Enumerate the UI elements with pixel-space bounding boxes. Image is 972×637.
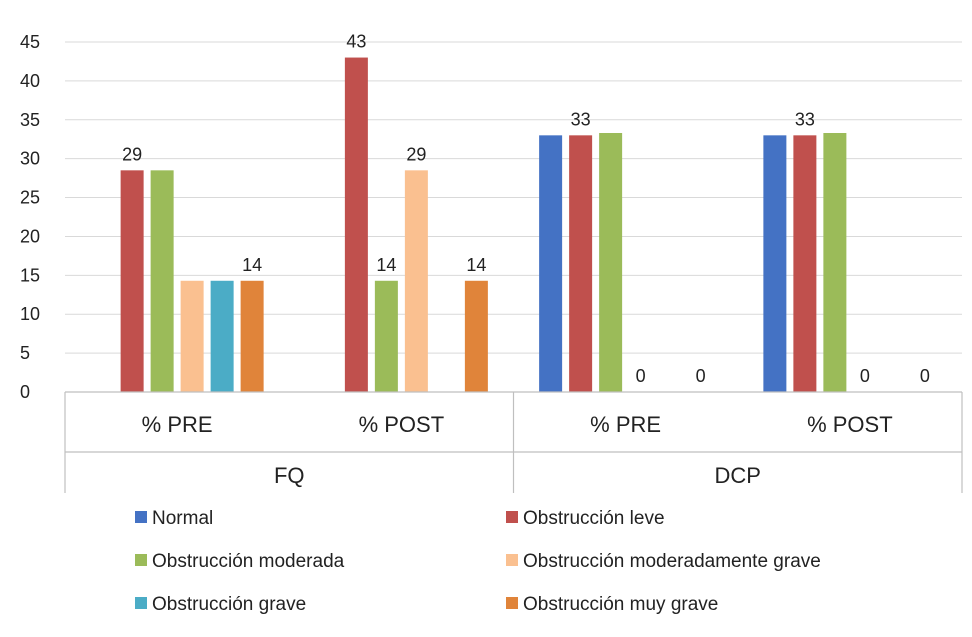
legend-swatch-1 (135, 511, 147, 523)
bars (120, 57, 847, 393)
bar-3-3 (599, 133, 623, 392)
y-tick-label: 40 (20, 71, 40, 91)
legend-label-4: Obstrucción moderadamente grave (523, 551, 821, 572)
bar-3-2 (569, 135, 593, 393)
data-label: 0 (920, 366, 930, 386)
bar-1-3 (150, 170, 174, 392)
data-label: 29 (406, 144, 426, 164)
legend-label-1: Normal (152, 508, 213, 529)
bar-2-3 (374, 280, 398, 392)
bar-1-4 (180, 280, 204, 392)
bar-1-6 (240, 280, 264, 392)
data-label: 33 (795, 109, 815, 129)
data-label: 33 (571, 109, 591, 129)
y-tick-label: 0 (20, 382, 30, 402)
bar-1-5 (210, 280, 234, 392)
axes: 0 5 10 15 20 25 30 35 40 45 % PRE % POST % PRE % POST… (20, 32, 963, 493)
bar-3-1 (539, 135, 563, 393)
bar-4-2 (793, 135, 817, 393)
data-label: 43 (346, 32, 366, 52)
data-label: 14 (242, 255, 262, 275)
bar-1-2 (120, 170, 144, 392)
data-label: 0 (636, 366, 646, 386)
y-tick-label: 45 (20, 32, 40, 52)
bar-4-1 (763, 135, 787, 393)
y-tick-label: 25 (20, 188, 40, 208)
group-label: DCP (715, 463, 761, 488)
legend-swatch-2 (506, 511, 518, 523)
data-label: 0 (860, 366, 870, 386)
y-tick-label: 35 (20, 110, 40, 130)
bar-2-6 (464, 280, 488, 392)
legend-label-2: Obstrucción leve (523, 508, 665, 529)
bar-2-4 (404, 170, 428, 392)
bar-2-2 (344, 57, 368, 393)
legend-swatch-5 (135, 597, 147, 609)
data-label: 29 (122, 144, 142, 164)
y-tick-label: 30 (20, 149, 40, 169)
category-label: % PRE (142, 412, 213, 437)
legend-label-5: Obstrucción grave (152, 594, 306, 615)
category-label: % PRE (590, 412, 661, 437)
category-label: % POST (807, 412, 893, 437)
legend-label-6: Obstrucción muy grave (523, 594, 718, 615)
group-label: FQ (274, 463, 305, 488)
y-tick-label: 15 (20, 265, 40, 285)
legend-label-3: Obstrucción moderada (152, 551, 345, 572)
legend-swatch-4 (506, 554, 518, 566)
legend-swatch-3 (135, 554, 147, 566)
data-label: 14 (466, 255, 486, 275)
category-label: % POST (359, 412, 445, 437)
legend: Normal Obstrucción leve Obstrucción modera… (135, 508, 821, 615)
bar-4-3 (823, 133, 847, 392)
y-tick-label: 10 (20, 304, 40, 324)
legend-swatch-6 (506, 597, 518, 609)
data-label: 14 (376, 255, 396, 275)
data-label: 0 (696, 366, 706, 386)
data-labels: 29 14 43 14 29 14 33 0 0 33 0 0 (122, 32, 930, 386)
y-tick-label: 20 (20, 226, 40, 246)
y-tick-label: 5 (20, 343, 30, 363)
